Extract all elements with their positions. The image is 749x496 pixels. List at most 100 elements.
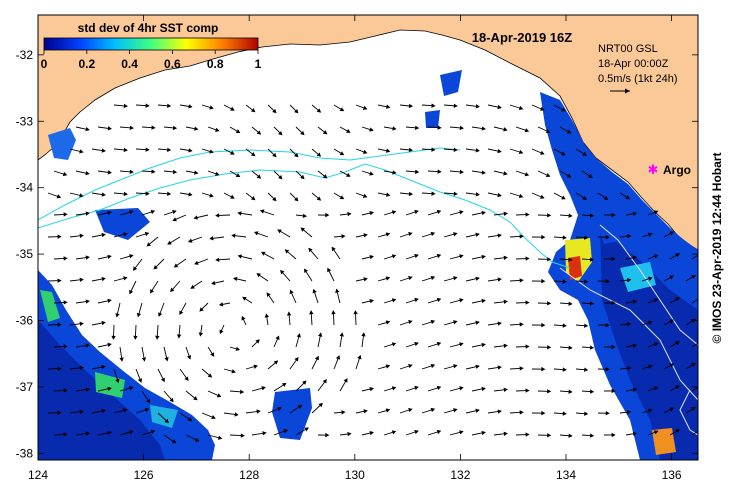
current-arrow-head [459, 210, 464, 215]
current-arrow-head [568, 389, 573, 394]
current-arrow-head [85, 211, 90, 216]
current-arrow-head [589, 257, 595, 262]
current-arrow-head [63, 344, 68, 349]
current-arrow-head [250, 196, 256, 201]
current-arrow-head [331, 310, 336, 315]
current-arrow-head [436, 341, 442, 347]
bathy-contour [559, 267, 698, 401]
current-arrow-head [519, 234, 524, 239]
current-arrow-head [211, 280, 216, 286]
current-arrow-head [339, 151, 345, 156]
current-arrow-head [145, 191, 150, 196]
bathy-contour [679, 389, 698, 436]
current-arrow-head [266, 292, 271, 297]
current-arrow-head [562, 323, 567, 328]
current-arrow-head [459, 169, 464, 175]
current-arrow-head [194, 170, 199, 175]
current-arrow-head [209, 193, 214, 198]
current-arrow-head [386, 104, 391, 109]
current-arrow [691, 254, 698, 260]
colorbar-tick-label: 1 [255, 57, 262, 71]
current-arrow-head [57, 234, 62, 239]
current-arrow-head [343, 378, 348, 383]
current-arrow-head [627, 365, 632, 371]
current-arrow-head [481, 254, 486, 260]
current-arrow-head [215, 213, 220, 218]
current-arrow-head [503, 299, 508, 304]
current-arrow-head [322, 379, 327, 384]
current-arrow-head [611, 432, 616, 438]
current-arrow-head [79, 233, 84, 239]
current-arrow-head [325, 212, 330, 218]
current-arrow-head [62, 171, 68, 177]
sst-patch-small [425, 110, 440, 128]
current-arrow-head [611, 212, 616, 218]
current-arrow-head [250, 108, 256, 113]
current-arrow-head [363, 233, 368, 238]
current-arrow-head [361, 332, 366, 337]
x-tick-label: 130 [345, 468, 365, 482]
current-arrow-head [231, 233, 236, 238]
current-arrow-head [497, 409, 502, 414]
current-arrow-head [475, 276, 480, 281]
current-arrow-head [300, 227, 306, 232]
sst-hotspot-green [150, 405, 178, 428]
current-arrow-head [627, 409, 632, 415]
current-arrow-head [256, 273, 261, 278]
current-arrow-head [497, 104, 502, 110]
current-arrow-head [123, 191, 128, 197]
current-arrow-head [392, 126, 397, 131]
current-arrow-head [653, 298, 659, 303]
current-arrow-head [540, 106, 545, 111]
current-arrow-head [107, 170, 112, 175]
current-arrow-head [145, 103, 150, 108]
current-arrow-head [408, 363, 413, 369]
current-arrow-head [632, 387, 638, 392]
argo-marker: ✱ [648, 163, 659, 178]
current-arrow-head [611, 300, 616, 306]
current-arrow-head [331, 246, 336, 252]
current-arrow-head [547, 389, 552, 394]
current-arrow-head [430, 231, 436, 237]
current-arrow-head [234, 412, 239, 417]
current-arrow-head [431, 147, 436, 152]
current-arrow-head [408, 191, 414, 197]
current-arrow-head [85, 255, 90, 260]
current-arrow-head [385, 232, 391, 237]
current-arrow-head [562, 279, 567, 284]
current-arrow-head [369, 254, 374, 260]
argo-symbol: ✱ [648, 163, 659, 178]
current-arrow-head [525, 344, 530, 349]
current-arrow-head [133, 335, 138, 340]
current-arrow-head [170, 287, 175, 293]
sst-hotspot-red [568, 256, 582, 280]
current-arrow-head [584, 235, 589, 240]
current-arrow-head [518, 149, 524, 155]
current-arrow-head [129, 210, 134, 215]
current-arrow-head [453, 364, 458, 369]
current-arrow-head [453, 320, 458, 325]
current-arrow-head [231, 369, 236, 374]
current-arrow-head [151, 125, 156, 130]
current-arrow-head [519, 322, 524, 327]
current-arrow-head [414, 209, 419, 215]
current-arrow-head [481, 210, 486, 216]
current-arrow-head [215, 257, 220, 262]
y-tick-label: -36 [16, 314, 34, 328]
current-arrow-head [675, 253, 680, 258]
colorbar: std dev of 4hr SST comp 0 0.2 0.4 0.6 0.8 1 [41, 21, 262, 71]
current-arrow-head [215, 171, 220, 176]
current-arrow-head [475, 364, 480, 369]
current-arrow-head [167, 103, 172, 108]
current-arrow-head [503, 171, 508, 176]
current-arrow-head [137, 378, 143, 383]
current-arrow-head [164, 418, 169, 424]
current-arrow-head [237, 254, 242, 259]
current-arrow-head [155, 335, 160, 340]
current-arrow-head [518, 193, 524, 199]
current-arrow-head [308, 247, 313, 253]
current-arrow-head [101, 148, 106, 153]
current-arrow-head [190, 284, 195, 289]
current-arrow-head [653, 254, 659, 259]
current-arrow-head [167, 240, 172, 245]
